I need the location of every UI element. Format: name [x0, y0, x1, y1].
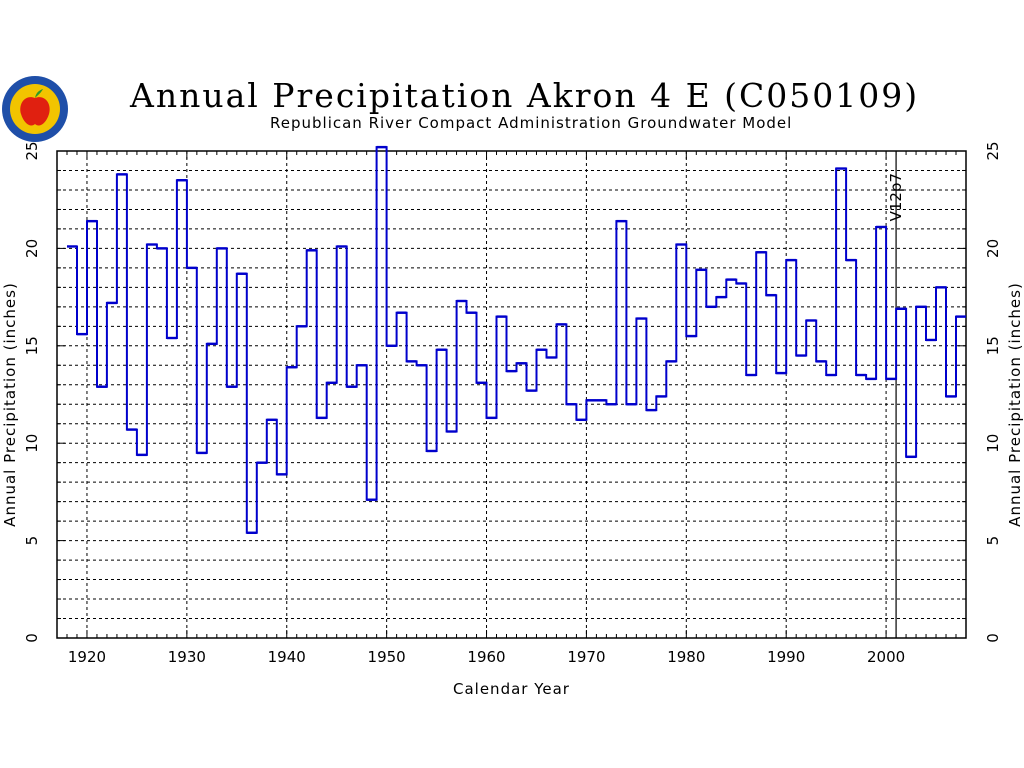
- y-tick-label-right: 5: [984, 536, 1002, 546]
- x-tick-label: 1980: [667, 648, 705, 666]
- chart-title: Annual Precipitation Akron 4 E (C050109): [130, 76, 920, 115]
- y-tick-label-left: 20: [23, 239, 41, 258]
- x-tick-label: 1940: [268, 648, 306, 666]
- x-tick-label: 1920: [68, 648, 106, 666]
- series-step-line: [67, 146, 966, 534]
- y-tick-label-right: 15: [984, 336, 1002, 355]
- x-tick-label: 1960: [467, 648, 505, 666]
- plot-frame: [56, 150, 967, 639]
- x-tick-label: 1970: [567, 648, 605, 666]
- y-tick-label-left: 25: [23, 141, 41, 160]
- y-axis-label-left: Annual Precipitation (inches): [1, 282, 19, 527]
- y-tick-label-left: 15: [23, 336, 41, 355]
- chart-subtitle: Republican River Compact Administration …: [270, 114, 793, 132]
- x-tick-label: 2000: [867, 648, 905, 666]
- y-axis-label-right: Annual Precipitation (inches): [1006, 282, 1024, 527]
- y-tick-label-left: 0: [23, 633, 41, 643]
- logo-seal: [2, 76, 68, 142]
- y-tick-label-right: 25: [984, 141, 1002, 160]
- x-axis-label: Calendar Year: [453, 680, 570, 698]
- annotation-label: V12p7: [887, 173, 905, 221]
- x-tick-label: 1950: [368, 648, 406, 666]
- x-tick-label: 1930: [168, 648, 206, 666]
- y-tick-label-right: 10: [984, 434, 1002, 453]
- x-tick-label: 1990: [767, 648, 805, 666]
- leaf-icon: [35, 89, 43, 98]
- y-tick-label-right: 20: [984, 239, 1002, 258]
- y-tick-label-left: 5: [23, 536, 41, 546]
- y-tick-label-right: 0: [984, 633, 1002, 643]
- y-tick-label-left: 10: [23, 434, 41, 453]
- apple-icon: [20, 97, 50, 126]
